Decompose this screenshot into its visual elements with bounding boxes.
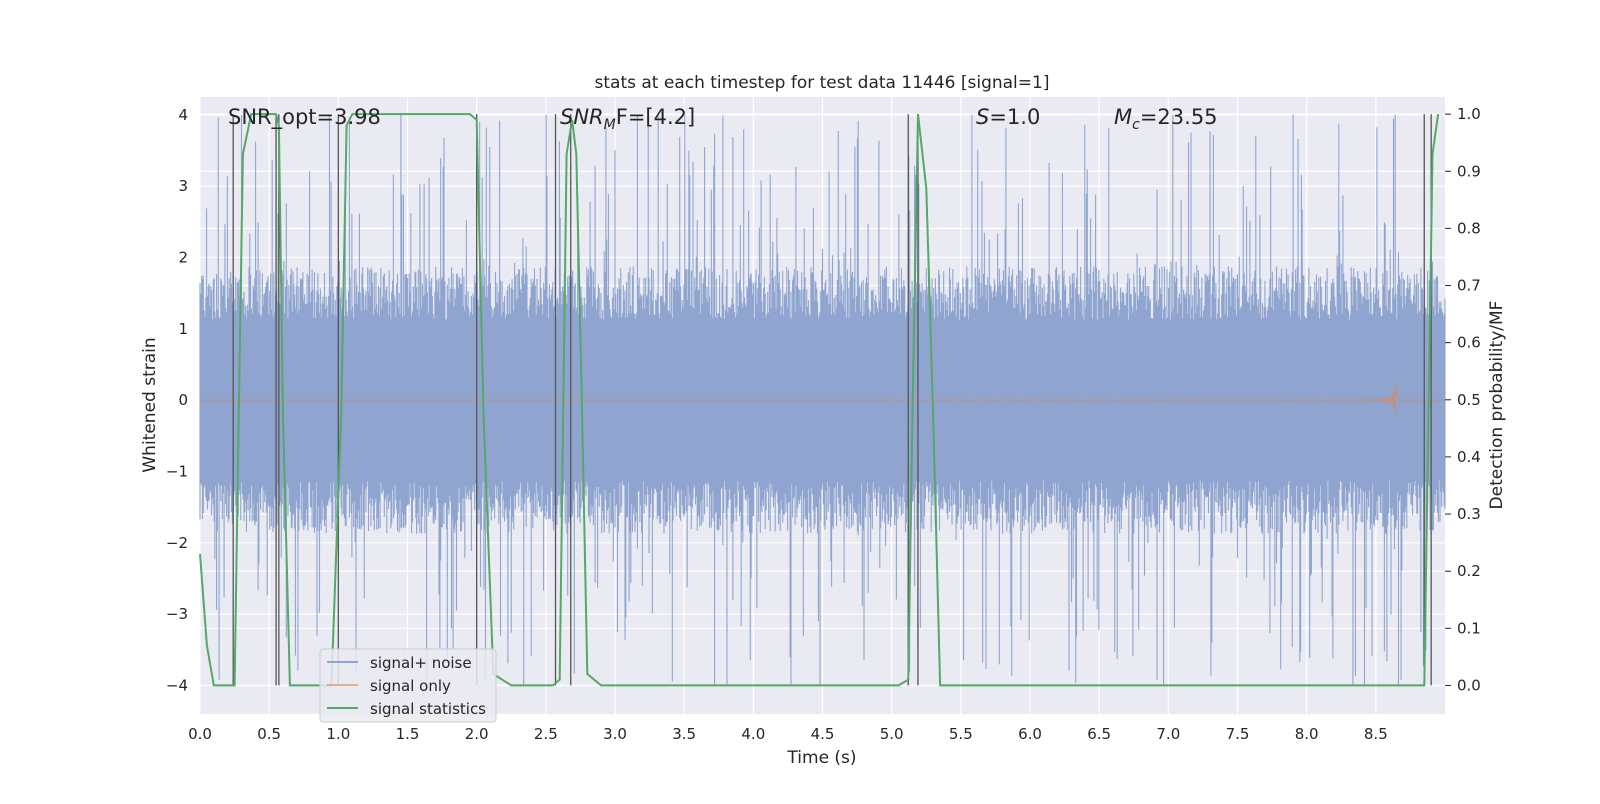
y2-tick-label-3: 0.7 (1457, 277, 1481, 295)
x-tick-label-13: 6.5 (1087, 725, 1111, 743)
s-main: S (976, 105, 989, 129)
y-axis-right-label: Detection probability/MF (1487, 301, 1507, 510)
x-tick-label-1: 0.5 (257, 725, 281, 743)
y-tick-label-5: −1 (166, 462, 188, 480)
legend: signal+ noise signal only signal statist… (319, 648, 497, 723)
x-tick-label-9: 4.5 (811, 725, 835, 743)
signal-only-trace (200, 381, 1445, 413)
y2-tick-label-6: 0.4 (1457, 448, 1481, 466)
signal-only-series (200, 381, 1445, 413)
legend-box (319, 648, 497, 723)
y2-tick-label-0: 1.0 (1457, 105, 1481, 123)
y-tick-label-7: −3 (166, 605, 188, 623)
x-tick-label-12: 6.0 (1018, 725, 1042, 743)
right-y-axis: 1.0 0.9 0.8 0.7 0.6 0.5 0.4 0.3 0.2 0.1 0.0 (1445, 105, 1481, 694)
chart-title: stats at each timestep for test data 114… (595, 73, 1050, 93)
y-axis-label: Whitened strain (140, 337, 160, 472)
x-tick-label-3: 1.5 (396, 725, 420, 743)
x-tick-label-16: 8.0 (1295, 725, 1319, 743)
y-tick-label-0: 4 (178, 106, 188, 124)
x-tick-label-14: 7.0 (1156, 725, 1180, 743)
mc-rest: =23.55 (1140, 105, 1218, 129)
legend-label-noise: signal+ noise (370, 654, 472, 672)
mc-main: M (1114, 105, 1132, 129)
y-tick-label-3: 1 (178, 320, 188, 338)
left-y-axis: 4 3 2 1 0 −1 −2 −3 −4 (166, 106, 188, 695)
x-tick-label-8: 4.0 (741, 725, 765, 743)
y2-tick-label-8: 0.2 (1457, 562, 1481, 580)
legend-label-statistics: signal statistics (370, 700, 486, 718)
x-tick-label-17: 8.5 (1364, 725, 1388, 743)
y2-tick-label-1: 0.9 (1457, 162, 1481, 180)
x-tick-label-7: 3.5 (672, 725, 696, 743)
x-tick-label-0: 0.0 (188, 725, 212, 743)
y2-tick-label-9: 0.1 (1457, 619, 1481, 637)
snr-opt-annotation: SNR_opt=3.98 (228, 105, 381, 130)
x-tick-label-5: 2.5 (534, 725, 558, 743)
y-tick-label-8: −4 (166, 676, 188, 694)
snr-mf-rest: F=[4.2] (616, 105, 695, 129)
snr-mf-sub: M (604, 117, 616, 133)
signal-statistics-series (199, 113, 1440, 687)
y2-tick-label-4: 0.6 (1457, 334, 1481, 352)
y2-tick-label-10: 0.0 (1457, 676, 1481, 694)
x-tick-label-2: 1.0 (326, 725, 350, 743)
y2-tick-label-7: 0.3 (1457, 505, 1481, 523)
x-axis: 0.0 0.5 1.0 1.5 2.0 2.5 3.0 3.5 4.0 4.5 5.0 5.5 6.0 6… (188, 725, 1388, 743)
legend-label-signal: signal only (370, 677, 451, 695)
x-tick-label-6: 3.0 (603, 725, 627, 743)
mc-sub: c (1132, 117, 1140, 133)
y2-tick-label-2: 0.8 (1457, 219, 1481, 237)
x-axis-label: Time (s) (786, 748, 856, 768)
y2-tick-label-5: 0.5 (1457, 391, 1481, 409)
s-annotation: S=1.0 (976, 105, 1040, 129)
x-tick-label-4: 2.0 (465, 725, 489, 743)
snr-mf-main: SNR (560, 105, 604, 129)
y-tick-label-1: 3 (178, 177, 188, 195)
x-tick-label-15: 7.5 (1226, 725, 1250, 743)
x-tick-label-10: 5.0 (880, 725, 904, 743)
x-tick-label-11: 5.5 (949, 725, 973, 743)
signal-statistics-trace (199, 113, 1440, 687)
vertical-markers (232, 114, 1432, 686)
y-tick-label-4: 0 (178, 391, 188, 409)
s-rest: =1.0 (989, 105, 1040, 129)
y-tick-label-2: 2 (178, 248, 188, 266)
snr-mf-annotation: SNRMF=[4.2] (560, 105, 695, 133)
y-tick-label-6: −2 (166, 534, 188, 552)
mc-annotation: Mc=23.55 (1114, 105, 1218, 133)
